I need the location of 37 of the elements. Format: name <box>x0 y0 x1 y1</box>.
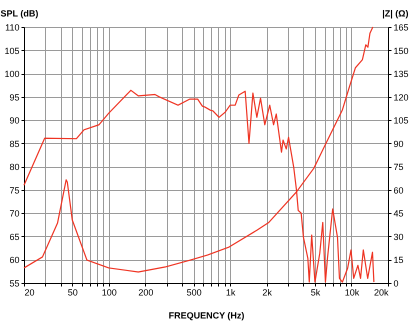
x-tick-label: 50 <box>68 288 78 298</box>
y2-tick-label: 165 <box>394 22 409 32</box>
y-tick-label: 65 <box>9 232 20 242</box>
y2-tick-label: 135 <box>394 69 409 80</box>
y-axis-title: SPL (dB) <box>0 8 38 18</box>
y-tick-label: 105 <box>4 46 20 56</box>
y2-tick-label: 0 <box>394 278 399 288</box>
x-tick-label: 500 <box>186 288 202 298</box>
x-tick-label: 5k <box>310 288 321 298</box>
y-tick-label: 100 <box>4 69 20 80</box>
x-tick-label: 2k <box>262 288 272 298</box>
y2-tick-label: 15 <box>394 255 404 266</box>
y-tick-label: 55 <box>9 278 20 288</box>
y-tick-label: 90 <box>9 116 20 126</box>
y-tick-label: 80 <box>9 162 20 172</box>
y2-tick-label: 120 <box>394 92 409 102</box>
x-tick-label: 100 <box>102 288 117 298</box>
y2-tick-label: 150 <box>394 46 409 56</box>
x-axis-title: FREQUENCY (Hz) <box>168 310 244 320</box>
y-tick-label: 95 <box>9 92 20 102</box>
y-tick-label: 60 <box>9 255 20 266</box>
x-tick-label: 200 <box>138 288 154 298</box>
y2-axis-title: |Z| (Ω) <box>382 8 408 18</box>
x-tick-label: 20k <box>374 288 389 298</box>
x-tick-label: 20 <box>24 288 35 298</box>
y-tick-label: 85 <box>9 138 20 149</box>
y2-tick-label: 45 <box>394 208 404 219</box>
x-tick-label: 10k <box>344 288 360 298</box>
y2-tick-label: 90 <box>394 138 404 149</box>
y2-tick-label: 30 <box>394 232 404 242</box>
y-tick-label: 110 <box>5 22 20 32</box>
y2-tick-label: 75 <box>394 162 404 172</box>
y2-tick-label: 105 <box>394 116 409 126</box>
y2-tick-label: 60 <box>394 185 404 196</box>
y-tick-label: 70 <box>9 208 20 219</box>
y-tick-label: 75 <box>9 185 20 196</box>
x-tick-label: 1k <box>226 288 236 298</box>
